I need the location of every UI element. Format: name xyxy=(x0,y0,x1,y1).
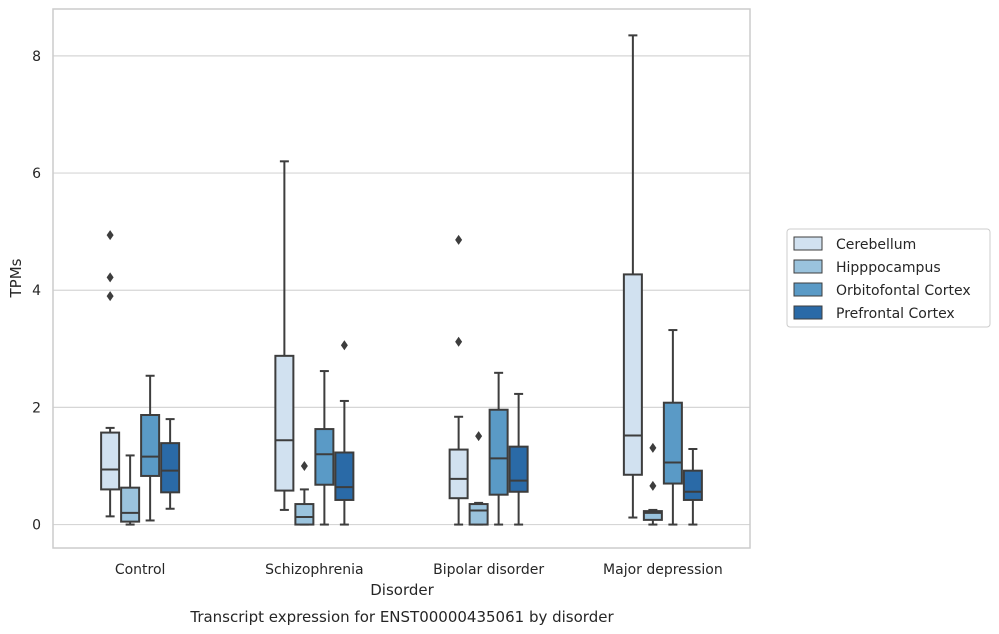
box-iqr xyxy=(488,408,509,496)
box-cerebellum-0 xyxy=(100,230,121,518)
box-prefrontal-cortex-1 xyxy=(334,340,355,526)
box-iqr xyxy=(508,445,529,493)
boxes-layer xyxy=(100,34,703,526)
legend-label: Cerebellum xyxy=(836,237,916,253)
x-tick-label: Major depression xyxy=(603,562,723,578)
legend-swatch xyxy=(793,236,823,251)
y-axis-title: TPMs xyxy=(7,258,25,298)
legend-swatch xyxy=(793,259,823,274)
y-tick-label: 6 xyxy=(32,166,41,182)
box-hipppocampus-1 xyxy=(294,460,315,526)
box-iqr xyxy=(682,469,703,501)
legend-label: Hipppocampus xyxy=(836,260,941,276)
plot-area-frame xyxy=(52,8,751,549)
box-orbitofontal-cortex-1 xyxy=(314,370,335,526)
legend-swatch xyxy=(793,305,823,320)
chart-caption: Transcript expression for ENST0000043506… xyxy=(189,608,614,626)
box-cerebellum-1 xyxy=(274,160,295,511)
box-iqr xyxy=(448,448,469,500)
box-cerebellum-3 xyxy=(622,34,643,519)
outlier-marker xyxy=(106,291,114,302)
legend-label: Orbitofontal Cortex xyxy=(836,283,971,299)
y-tick-labels: 0 2 4 6 8 xyxy=(32,49,41,534)
y-tick-label: 4 xyxy=(32,283,41,299)
legend-label: Prefrontal Cortex xyxy=(836,306,955,322)
legend: Cerebellum Hipppocampus Orbitofontal Corte… xyxy=(786,228,991,328)
y-tick-label: 0 xyxy=(32,518,41,534)
outlier-marker xyxy=(106,272,114,283)
box-iqr xyxy=(468,503,489,526)
box-prefrontal-cortex-0 xyxy=(160,418,181,510)
box-iqr xyxy=(334,451,355,501)
legend-frame xyxy=(786,228,991,328)
box-iqr xyxy=(642,510,663,521)
box-iqr xyxy=(662,401,683,485)
box-iqr xyxy=(120,486,141,523)
outlier-marker xyxy=(340,340,348,351)
outlier-marker xyxy=(455,234,463,245)
outlier-marker xyxy=(649,480,657,491)
y-tick-label: 8 xyxy=(32,49,41,65)
box-iqr xyxy=(160,442,181,494)
box-iqr xyxy=(622,273,643,476)
box-iqr xyxy=(140,414,161,477)
box-hipppocampus-3 xyxy=(642,442,663,526)
box-orbitofontal-cortex-2 xyxy=(488,371,509,526)
box-orbitofontal-cortex-3 xyxy=(662,329,683,526)
outlier-marker xyxy=(455,336,463,347)
outlier-marker xyxy=(475,431,483,442)
box-prefrontal-cortex-3 xyxy=(682,447,703,526)
y-tick-label: 2 xyxy=(32,400,41,416)
box-iqr xyxy=(314,428,335,486)
box-prefrontal-cortex-2 xyxy=(508,392,529,526)
outlier-marker xyxy=(300,460,308,471)
x-tick-label: Control xyxy=(115,562,166,578)
box-hipppocampus-2 xyxy=(468,431,489,526)
box-iqr xyxy=(274,354,295,492)
x-tick-label: Bipolar disorder xyxy=(433,562,544,578)
box-cerebellum-2 xyxy=(448,234,469,526)
x-tick-label: Schizophrenia xyxy=(265,562,363,578)
box-iqr xyxy=(100,431,121,491)
box-iqr xyxy=(294,503,315,526)
box-hipppocampus-0 xyxy=(120,454,141,526)
legend-swatch xyxy=(793,282,823,297)
outlier-marker xyxy=(106,230,114,241)
x-tick-labels: Control Schizophrenia Bipolar disorder Majo… xyxy=(115,562,723,578)
x-axis-title: Disorder xyxy=(370,581,434,599)
outlier-marker xyxy=(649,442,657,453)
box-orbitofontal-cortex-0 xyxy=(140,374,161,522)
